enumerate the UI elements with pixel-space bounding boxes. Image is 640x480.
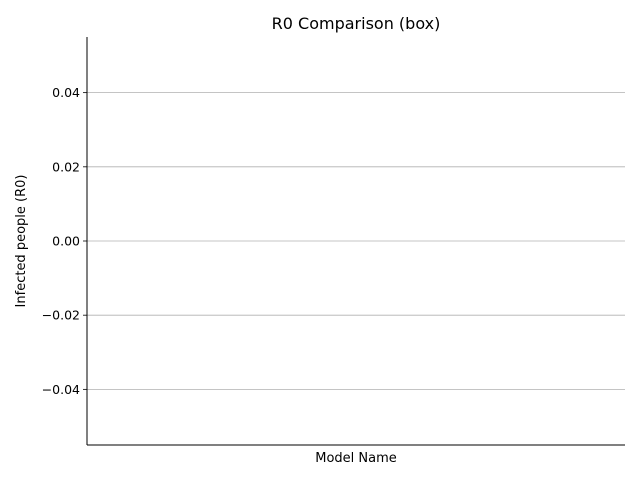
y-tick-label: 0.00	[52, 234, 80, 249]
x-axis-label: Model Name	[315, 451, 397, 466]
chart-title: R0 Comparison (box)	[272, 14, 441, 33]
y-tick-label: −0.04	[42, 382, 80, 397]
plot-area: −0.04 −0.02 0.00 0.02 0.04	[42, 37, 625, 446]
y-tick-label: 0.04	[52, 85, 80, 100]
y-axis-ticks: −0.04 −0.02 0.00 0.02 0.04	[42, 85, 87, 397]
y-tick-label: 0.02	[52, 159, 80, 174]
y-tick-label: −0.02	[42, 308, 80, 323]
y-gridlines	[87, 92, 625, 390]
y-axis-label: Infected people (R0)	[14, 175, 29, 308]
